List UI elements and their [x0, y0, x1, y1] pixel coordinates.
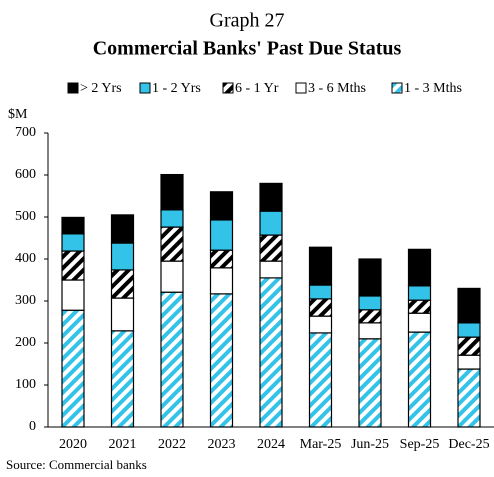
legend-swatch [139, 82, 151, 94]
y-tick-label: 0 [29, 419, 36, 434]
x-tick-label: 2021 [109, 437, 137, 452]
bar-segment [160, 173, 184, 211]
x-tick-label: 2020 [59, 437, 87, 452]
bar-segment [457, 336, 481, 356]
bar-segment [308, 315, 333, 334]
y-axis-label: $M [8, 107, 28, 122]
bar-segment [407, 312, 432, 333]
bar-segment [110, 242, 135, 271]
x-tick-label: 2023 [208, 437, 236, 452]
bar-segment [61, 279, 85, 311]
legend-swatch [295, 82, 307, 94]
legend-swatch [222, 82, 234, 94]
bar-segment [407, 331, 432, 428]
legend-swatch [391, 82, 403, 94]
bar-segment [358, 258, 382, 297]
bar-segment [407, 248, 432, 287]
bar-segment [110, 214, 135, 244]
chart-subtitle: Commercial Banks' Past Due Status [93, 38, 402, 60]
bar-segment [160, 291, 184, 428]
bar-segment [259, 234, 283, 262]
bar-segment [358, 295, 382, 311]
bar-segment [209, 267, 234, 295]
y-tick-label: 700 [15, 125, 36, 140]
x-tick-label: Mar-25 [300, 437, 342, 452]
bar-segment [308, 332, 333, 428]
bar-segment [209, 219, 234, 251]
x-tick-label: 2022 [158, 437, 186, 452]
y-tick-label: 600 [15, 167, 36, 182]
bar-segment [457, 322, 481, 338]
x-tick-label: 2024 [257, 437, 285, 452]
x-tick-label: Sep-25 [400, 437, 440, 452]
bar-segment [308, 246, 333, 286]
bar-segment [110, 297, 135, 332]
bar-segment [61, 216, 85, 235]
bar-segment [259, 210, 283, 236]
bar-segment [209, 249, 234, 269]
bar-segment [457, 287, 481, 324]
bar-segment [160, 260, 184, 293]
bar-segment [61, 233, 85, 252]
bar-segment [61, 250, 85, 281]
bar-segment [110, 330, 135, 428]
y-tick-label: 400 [15, 251, 36, 266]
bar-segment [160, 209, 184, 228]
y-tick-label: 100 [15, 377, 36, 392]
bar-segment [259, 277, 283, 428]
bar-segment [259, 182, 283, 212]
y-tick-label: 500 [15, 209, 36, 224]
source-note: Source: Commercial banks [6, 457, 147, 472]
y-tick-label: 300 [15, 293, 36, 308]
bar-segment [358, 322, 382, 340]
bar-segment [209, 191, 234, 221]
bar-segment [110, 269, 135, 299]
chart-title: Graph 27 [210, 10, 285, 32]
legend-label: 3 - 6 Mths [308, 81, 366, 96]
x-tick-label: Dec-25 [448, 437, 489, 452]
legend-label: 6 - 1 Yr [235, 81, 279, 96]
bar-segment [259, 260, 283, 279]
legend-label: 1 - 2 Yrs [152, 81, 201, 96]
bar-segment [61, 309, 85, 428]
bar-segment [457, 354, 481, 370]
bar-segment [457, 368, 481, 428]
bar-segment [358, 309, 382, 324]
bar-segment [160, 226, 184, 262]
bar-segment [308, 298, 333, 317]
legend-label: 1 - 3 Mths [404, 81, 462, 96]
x-tick-label: Jun-25 [351, 437, 389, 452]
y-tick-label: 200 [15, 335, 36, 350]
bar-segment [358, 338, 382, 428]
bar-segment [407, 299, 432, 314]
legend-swatch [67, 82, 79, 94]
bar-segment [209, 293, 234, 428]
bar-segment [308, 284, 333, 300]
legend-label: > 2 Yrs [80, 81, 122, 96]
bar-segment [407, 285, 432, 301]
